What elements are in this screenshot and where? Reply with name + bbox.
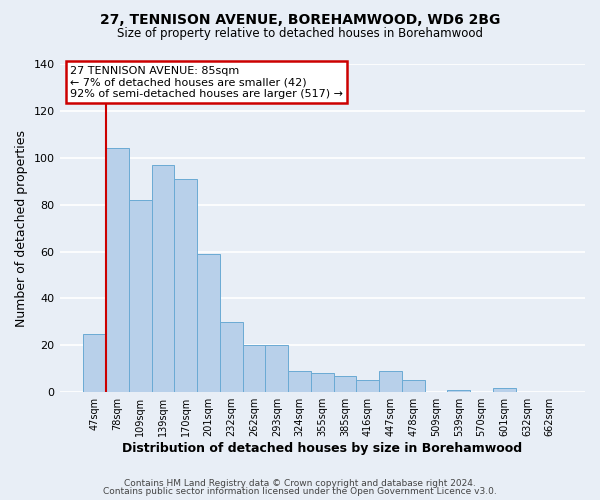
Text: Contains HM Land Registry data © Crown copyright and database right 2024.: Contains HM Land Registry data © Crown c… — [124, 478, 476, 488]
Bar — [242, 346, 265, 392]
Bar — [83, 334, 106, 392]
X-axis label: Distribution of detached houses by size in Borehamwood: Distribution of detached houses by size … — [122, 442, 523, 455]
Bar — [265, 346, 288, 392]
Text: 27 TENNISON AVENUE: 85sqm
← 7% of detached houses are smaller (42)
92% of semi-d: 27 TENNISON AVENUE: 85sqm ← 7% of detach… — [70, 66, 343, 99]
Bar — [448, 390, 470, 392]
Bar — [288, 371, 311, 392]
Text: Size of property relative to detached houses in Borehamwood: Size of property relative to detached ho… — [117, 28, 483, 40]
Bar — [106, 148, 129, 392]
Text: Contains public sector information licensed under the Open Government Licence v3: Contains public sector information licen… — [103, 487, 497, 496]
Text: 27, TENNISON AVENUE, BOREHAMWOOD, WD6 2BG: 27, TENNISON AVENUE, BOREHAMWOOD, WD6 2B… — [100, 12, 500, 26]
Bar — [129, 200, 152, 392]
Bar — [493, 388, 515, 392]
Y-axis label: Number of detached properties: Number of detached properties — [15, 130, 28, 326]
Bar — [356, 380, 379, 392]
Bar — [311, 374, 334, 392]
Bar — [334, 376, 356, 392]
Bar — [402, 380, 425, 392]
Bar — [220, 322, 242, 392]
Bar — [175, 179, 197, 392]
Bar — [379, 371, 402, 392]
Bar — [152, 165, 175, 392]
Bar — [197, 254, 220, 392]
